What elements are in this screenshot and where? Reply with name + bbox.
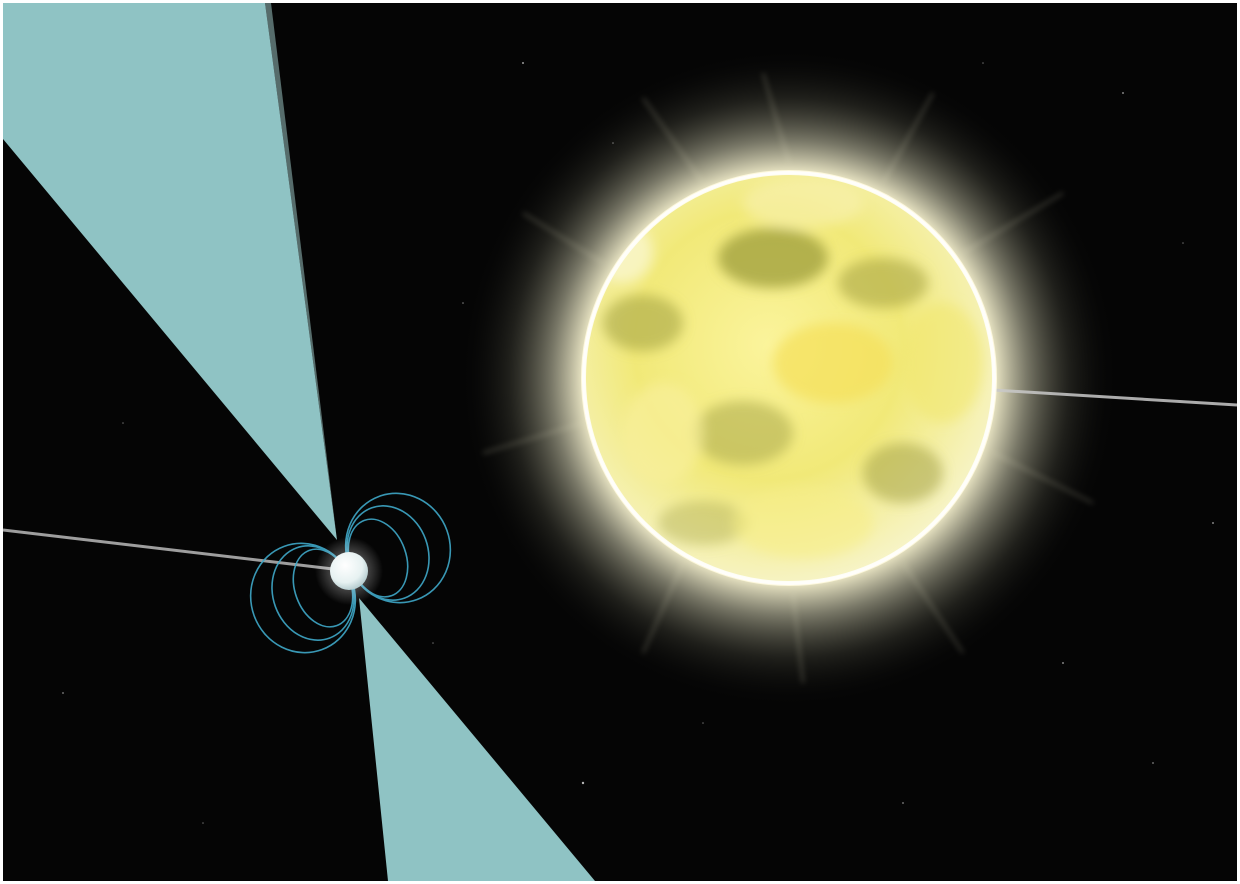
- space-illustration: [3, 3, 1237, 881]
- pulsar-sphere: [330, 552, 368, 590]
- white-dwarf-star: [581, 170, 997, 586]
- star-axis-line: [992, 388, 1237, 407]
- corona-rays: [482, 72, 1094, 684]
- lower-beam: [359, 598, 595, 881]
- upper-beam: [3, 3, 337, 540]
- pulsar-beams: [3, 3, 595, 881]
- space-scene-svg: [3, 3, 1237, 881]
- pulsar-icon: [249, 492, 452, 654]
